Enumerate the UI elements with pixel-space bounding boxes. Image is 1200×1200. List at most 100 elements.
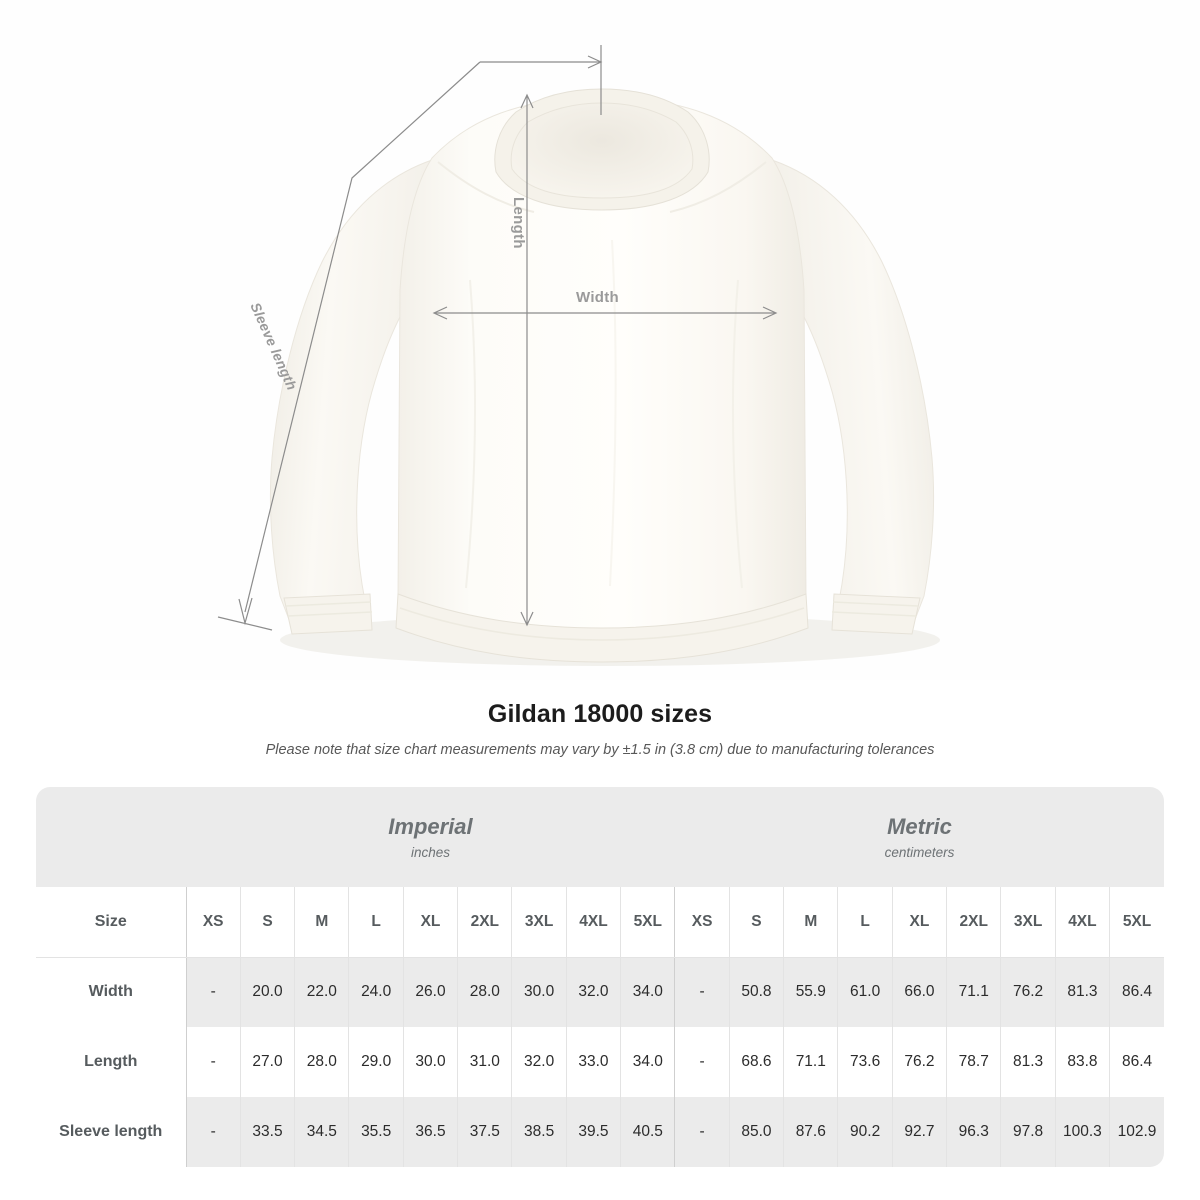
cell-length-imperial-2xl: 31.0	[457, 1027, 512, 1097]
cell-sleeve-length-imperial-m: 34.5	[294, 1097, 349, 1167]
measurement-label-sleeve-length: Sleeve length	[59, 1123, 163, 1140]
cell-length-metric-2xl: 78.7	[946, 1027, 1001, 1097]
cell-length-metric-xs: -	[674, 1027, 730, 1097]
unit-system-header-imperial: Imperial inches	[186, 787, 675, 887]
size-header-metric-5xl: 5XL	[1109, 887, 1164, 958]
length-label: Length	[510, 197, 527, 249]
size-header-metric-4xl: 4XL	[1054, 887, 1110, 958]
cell-length-metric-3xl: 81.3	[1000, 1027, 1056, 1097]
cell-width-imperial-3xl: 30.0	[511, 957, 567, 1027]
unit-system-name: Metric	[887, 814, 952, 840]
size-header-metric-xs: XS	[674, 887, 730, 958]
cell-width-imperial-s: 20.0	[239, 957, 295, 1027]
sleeve-guide-base-tick	[217, 616, 273, 631]
cell-width-metric-m: 55.9	[783, 957, 838, 1027]
size-header-imperial-2xl: 2XL	[457, 887, 512, 958]
size-header-metric-3xl: 3XL	[1000, 887, 1056, 958]
cell-sleeve-length-metric-xs: -	[674, 1097, 730, 1167]
cell-length-metric-4xl: 83.8	[1054, 1027, 1110, 1097]
cell-width-imperial-2xl: 28.0	[457, 957, 512, 1027]
hem-ribbing	[399, 607, 805, 641]
cell-width-metric-5xl: 86.4	[1109, 957, 1164, 1027]
cell-length-imperial-s: 27.0	[239, 1027, 295, 1097]
cell-width-imperial-l: 24.0	[348, 957, 404, 1027]
cell-sleeve-length-imperial-xl: 36.5	[402, 1097, 458, 1167]
table-row: Length -27.0 28.0 29.0 30.0 31.0 32.0 33.0 34.0-…	[36, 1027, 1164, 1097]
size-header-metric-m: M	[783, 887, 838, 958]
unit-system-subtitle: inches	[410, 844, 450, 860]
cell-sleeve-length-imperial-2xl: 37.5	[457, 1097, 512, 1167]
unit-system-subtitle: centimeters	[884, 844, 955, 860]
cell-length-imperial-5xl: 34.0	[620, 1027, 675, 1097]
product-figure: Length Width Sleeve length	[217, 45, 940, 666]
size-header-metric-2xl: 2XL	[946, 887, 1001, 958]
unit-system-header-metric: Metric centimeters	[674, 787, 1164, 887]
left-shoulder-seam	[437, 161, 535, 213]
fabric-fold-2	[732, 279, 743, 589]
right-shoulder-seam	[669, 161, 767, 213]
cell-length-metric-m: 71.1	[783, 1027, 838, 1097]
measurement-label-width: Width	[88, 983, 133, 1001]
hem-band	[395, 593, 809, 663]
table-row: Sleeve length -33.5 34.5 35.5 36.5 37.5 38.5 39…	[36, 1097, 1164, 1167]
unit-system-banner-row: Imperial inches Metric centimeters	[36, 787, 1164, 887]
size-header-imperial-3xl: 3XL	[511, 887, 567, 958]
cell-width-metric-l: 61.0	[837, 957, 893, 1027]
cell-width-metric-3xl: 76.2	[1000, 957, 1056, 1027]
cell-sleeve-length-metric-s: 85.0	[728, 1097, 784, 1167]
size-header-imperial-xl: XL	[402, 887, 458, 958]
cell-width-imperial-4xl: 32.0	[565, 957, 621, 1027]
width-label: Width	[576, 289, 620, 306]
cell-length-imperial-xs: -	[185, 1027, 241, 1097]
cell-sleeve-length-imperial-3xl: 38.5	[511, 1097, 567, 1167]
width-arrow-right	[762, 306, 778, 320]
cell-length-imperial-4xl: 33.0	[565, 1027, 621, 1097]
cell-length-imperial-3xl: 32.0	[511, 1027, 567, 1097]
cell-width-metric-4xl: 81.3	[1054, 957, 1110, 1027]
size-header-metric-l: L	[837, 887, 893, 958]
size-header-imperial-4xl: 4XL	[565, 887, 621, 958]
fabric-fold-3	[609, 239, 617, 587]
cell-length-imperial-xl: 30.0	[402, 1027, 458, 1097]
left-sleeve	[269, 159, 441, 623]
size-header-imperial-xs: XS	[185, 887, 241, 958]
cell-sleeve-length-metric-2xl: 96.3	[946, 1097, 1001, 1167]
size-header-row: Size XS S M L XL 2XL 3XL 4XL 5XL XS S M L XL 2XL 3XL 4XL 5…	[36, 887, 1164, 958]
length-arrow-top	[520, 93, 534, 109]
length-arrow-bottom	[520, 611, 534, 627]
size-header-imperial-s: S	[239, 887, 295, 958]
cell-width-imperial-xl: 26.0	[402, 957, 458, 1027]
cell-sleeve-length-imperial-xs: -	[185, 1097, 241, 1167]
unit-system-name: Imperial	[388, 814, 473, 840]
cell-width-imperial-xs: -	[185, 957, 241, 1027]
tolerance-note: Please note that size chart measurements…	[265, 742, 935, 758]
neck-opening	[510, 102, 694, 199]
cell-sleeve-length-imperial-l: 35.5	[348, 1097, 404, 1167]
table-row: Width -20.0 22.0 24.0 26.0 28.0 30.0 32.0 34.0-5…	[36, 957, 1164, 1027]
cell-sleeve-length-metric-m: 87.6	[783, 1097, 838, 1167]
size-header-metric-s: S	[728, 887, 784, 958]
banner-spacer	[36, 787, 186, 887]
size-chart-table-wrapper: Imperial inches Metric centimeters Size XS S M L…	[36, 787, 1164, 1167]
cell-width-metric-xl: 66.0	[891, 957, 947, 1027]
cell-width-imperial-m: 22.0	[294, 957, 349, 1027]
cell-sleeve-length-imperial-4xl: 39.5	[565, 1097, 621, 1167]
measurement-label-length: Length	[84, 1053, 138, 1070]
fabric-fold-1	[465, 279, 476, 589]
cell-length-metric-xl: 76.2	[891, 1027, 947, 1097]
cell-length-metric-s: 68.6	[728, 1027, 784, 1097]
page-title: Gildan 18000 sizes	[487, 700, 713, 728]
cell-length-imperial-m: 28.0	[294, 1027, 349, 1097]
cell-length-metric-l: 73.6	[837, 1027, 893, 1097]
sweatshirt-illustration	[217, 45, 940, 666]
size-header-imperial-l: L	[348, 887, 404, 958]
size-column-label: Size	[36, 887, 186, 958]
cell-sleeve-length-imperial-5xl: 40.5	[620, 1097, 675, 1167]
cell-sleeve-length-metric-xl: 92.7	[891, 1097, 947, 1167]
cell-width-metric-xs: -	[674, 957, 730, 1027]
cell-sleeve-length-metric-3xl: 97.8	[1000, 1097, 1056, 1167]
cell-width-metric-s: 50.8	[728, 957, 784, 1027]
size-header-metric-xl: XL	[891, 887, 947, 958]
width-arrow-left	[432, 306, 448, 320]
right-cuff-ribbing	[831, 601, 919, 617]
